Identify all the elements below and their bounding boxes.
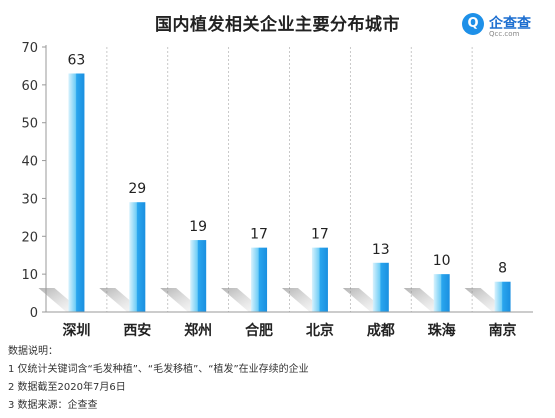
logo-mark-icon: Q	[462, 13, 484, 35]
bar-珠海	[433, 274, 450, 312]
bar-南京	[494, 281, 511, 312]
y-tick-label: 60	[21, 79, 38, 94]
bar-郑州	[190, 240, 207, 312]
data-label: 63	[68, 53, 86, 69]
data-label: 19	[189, 219, 207, 235]
notes-heading: 数据说明：	[8, 346, 58, 357]
data-label: 17	[311, 227, 329, 243]
notes-line-3: 3 数据来源：企查查	[8, 400, 98, 411]
x-tick-label: 成都	[367, 322, 395, 339]
bar-北京	[311, 247, 328, 312]
chart-title: 国内植发相关企业主要分布城市	[155, 15, 400, 35]
y-tick-label: 0	[30, 306, 38, 321]
y-tick-label: 50	[21, 117, 38, 132]
data-label: 29	[128, 181, 146, 197]
y-tick-label: 10	[21, 268, 38, 283]
data-label: 10	[433, 253, 451, 269]
brand-logo: Q 企查查 Qcc.com	[462, 13, 548, 43]
notes-line-1: 1 仅统计关键词含“毛发种植”、“毛发移植”、“植发”在业存续的企业	[8, 364, 309, 375]
y-tick-label: 20	[21, 230, 38, 245]
logo-sub: Qcc.com	[489, 30, 520, 38]
y-tick-label: 70	[21, 41, 38, 56]
x-tick-label: 南京	[489, 322, 517, 339]
logo-name: 企查查	[489, 16, 531, 32]
y-tick-label: 40	[21, 155, 38, 170]
data-notes: 数据说明： 1 仅统计关键词含“毛发种植”、“毛发移植”、“植发”在业存续的企业…	[8, 343, 309, 415]
x-tick-label: 珠海	[428, 322, 456, 339]
x-tick-label: 郑州	[184, 322, 212, 339]
bar-合肥	[251, 247, 268, 312]
bar-chart: 0 10 20 30 40 50 60 70 深圳 西安 郑州 合肥 北京 成都 珠海 南京 63 29 19 1…	[21, 41, 533, 339]
data-label: 8	[498, 261, 507, 277]
data-label: 17	[250, 227, 268, 243]
x-tick-label: 北京	[306, 322, 334, 339]
data-label: 13	[372, 242, 390, 258]
bar-西安	[129, 202, 146, 312]
notes-line-2: 2 数据截至2020年7月6日	[8, 382, 126, 393]
bar-成都	[372, 262, 389, 312]
x-tick-label: 深圳	[62, 322, 90, 339]
x-tick-label: 西安	[123, 322, 151, 339]
bar-深圳	[68, 73, 85, 312]
y-tick-label: 30	[21, 192, 38, 207]
x-tick-label: 合肥	[245, 322, 273, 339]
